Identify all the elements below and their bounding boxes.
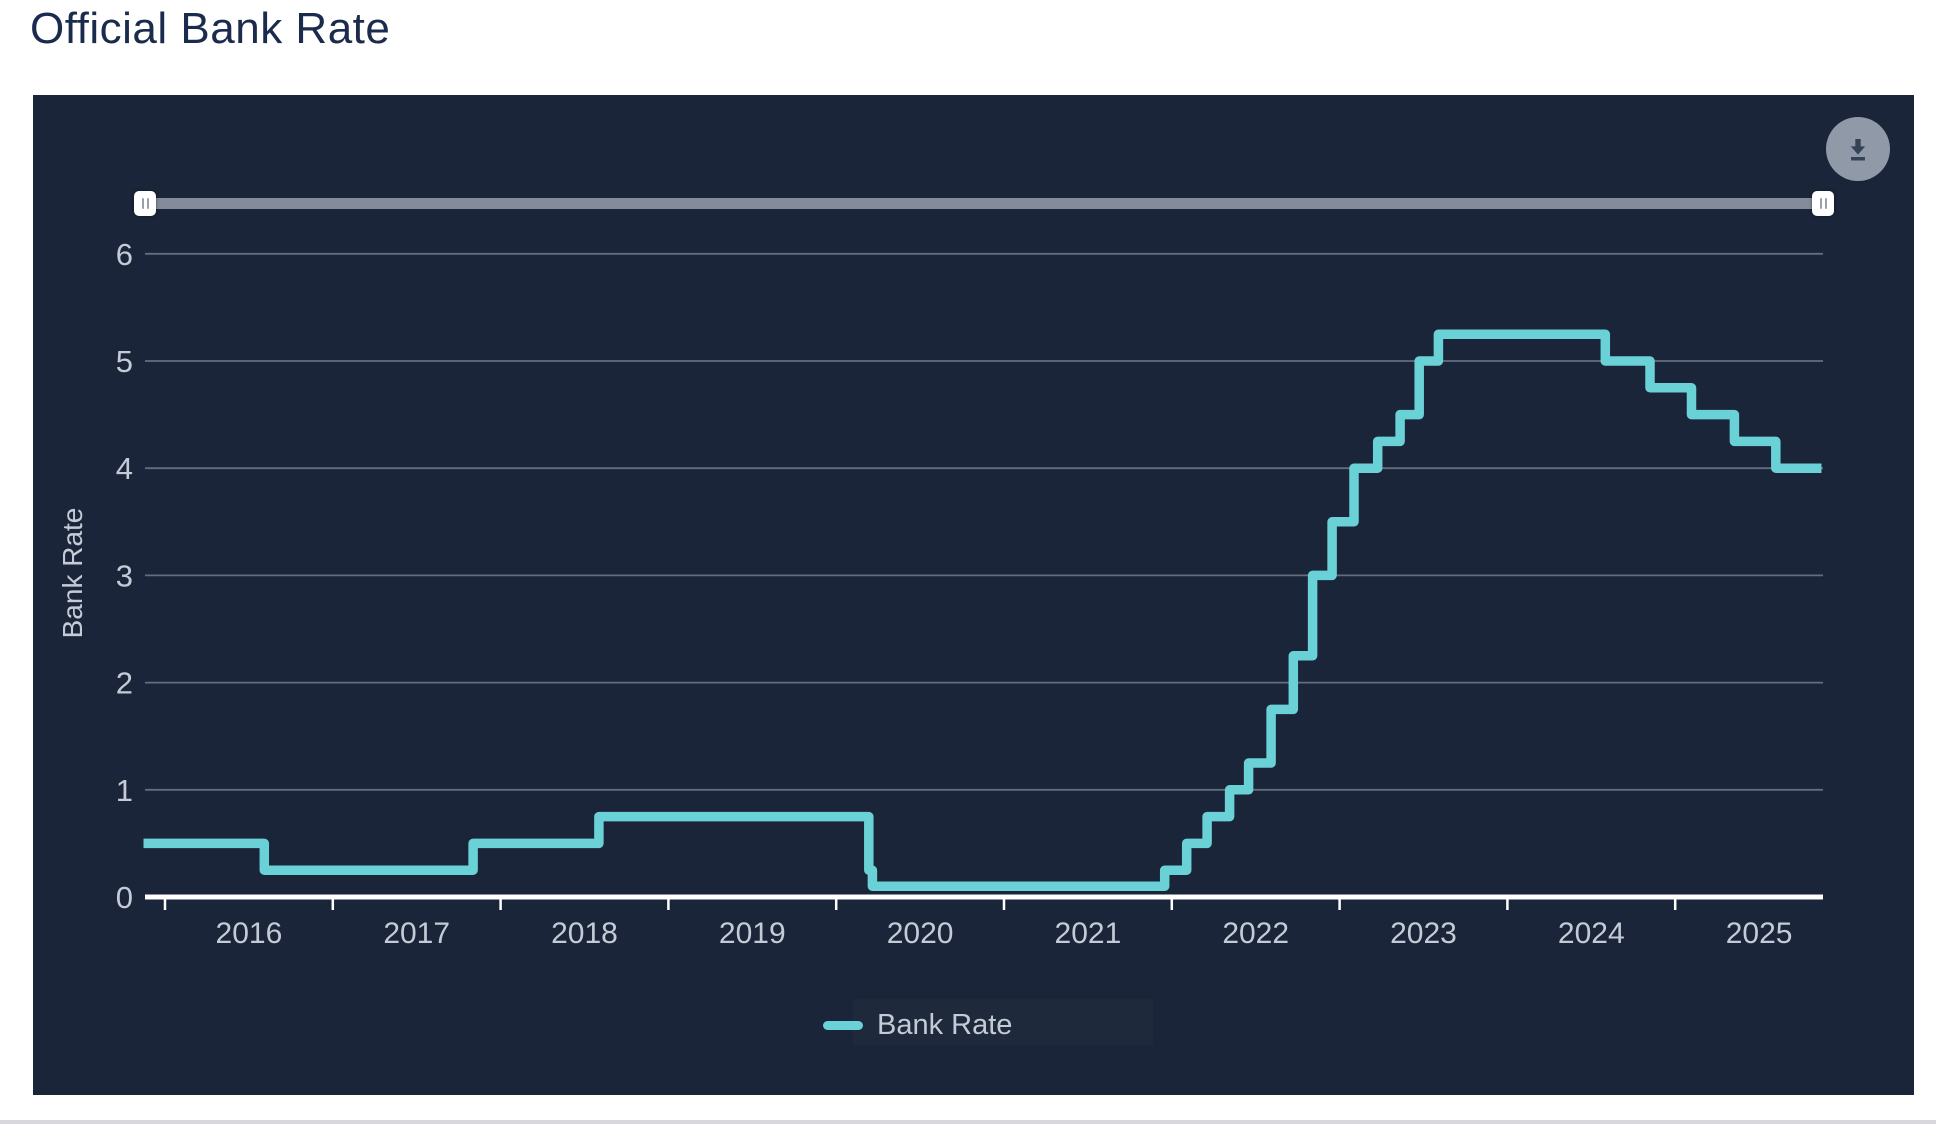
slider-grip-icon xyxy=(1819,198,1822,209)
x-tick-label: 2020 xyxy=(887,917,954,950)
x-tick-label: 2018 xyxy=(551,917,618,950)
bottom-divider xyxy=(0,1120,1936,1124)
x-tick-label: 2017 xyxy=(383,917,450,950)
slider-grip-icon xyxy=(141,198,144,209)
chart-card: 2016 2017 2018 2019 2020 2021 2022 2023 2024 2025… xyxy=(33,95,1914,1095)
download-icon xyxy=(1842,133,1874,165)
slider-track[interactable] xyxy=(145,198,1833,209)
x-tick-label: 2024 xyxy=(1558,917,1625,950)
y-axis-title: Bank Rate xyxy=(57,508,88,639)
slider-grip-icon xyxy=(146,198,149,209)
legend[interactable]: Bank Rate xyxy=(823,1003,1012,1047)
page-title: Official Bank Rate xyxy=(30,4,391,53)
legend-swatch xyxy=(823,1020,863,1030)
x-tick-label: 2023 xyxy=(1390,917,1457,950)
x-tick-label: 2022 xyxy=(1222,917,1289,950)
x-tick-label: 2021 xyxy=(1055,917,1122,950)
download-button[interactable] xyxy=(1826,117,1890,181)
y-tick-label: 3 xyxy=(116,558,133,593)
x-tick-label: 2019 xyxy=(719,917,786,950)
slider-grip-icon xyxy=(1824,198,1827,209)
y-tick-label: 4 xyxy=(116,451,133,486)
bank-rate-line[interactable] xyxy=(143,329,1822,892)
y-tick-label: 6 xyxy=(116,237,133,272)
x-tick-label: 2016 xyxy=(216,917,283,950)
slider-handle-left[interactable] xyxy=(134,191,156,216)
legend-label: Bank Rate xyxy=(877,1008,1013,1041)
slider-handle-right[interactable] xyxy=(1812,191,1834,216)
y-tick-label: 5 xyxy=(116,344,133,379)
bank-rate-chart: 2016 2017 2018 2019 2020 2021 2022 2023 2024 2025… xyxy=(57,237,1823,950)
y-tick-label: 2 xyxy=(116,666,133,701)
y-tick-label: 0 xyxy=(116,880,133,915)
x-tick-label: 2025 xyxy=(1726,917,1793,950)
x-axis-line xyxy=(145,894,1823,900)
y-tick-label: 1 xyxy=(116,773,133,808)
